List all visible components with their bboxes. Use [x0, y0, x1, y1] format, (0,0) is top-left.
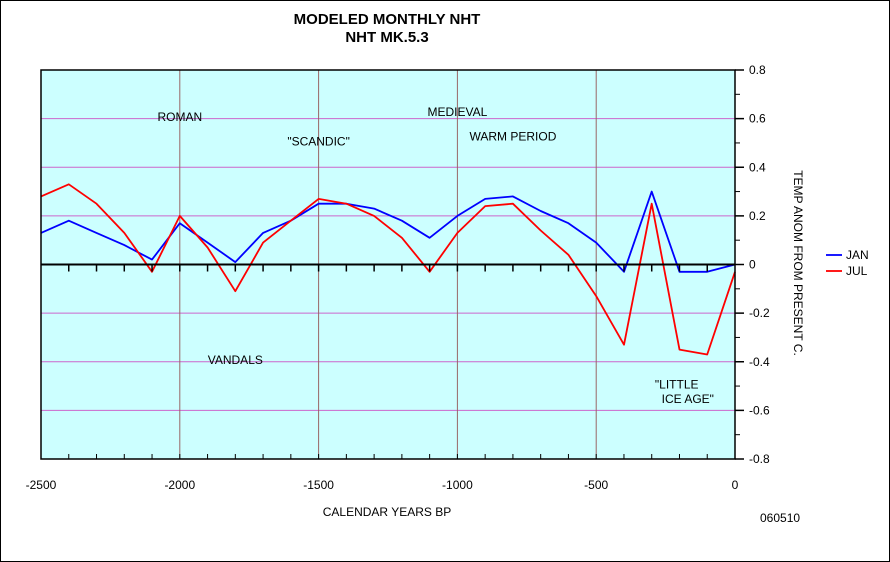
x-tick-label: -500 [584, 478, 608, 492]
x-tick-label: -1500 [303, 478, 334, 492]
x-axis-label: CALENDAR YEARS BP [323, 505, 452, 519]
series-line-jan [40, 190, 736, 273]
y-tick-label: 0.6 [749, 112, 766, 126]
series-line-jul [40, 183, 736, 356]
annotation: MEDIEVAL [428, 105, 488, 119]
legend: JAN JUL [826, 248, 869, 278]
chart-subtitle: NHT MK.5.3 [345, 29, 428, 46]
x-tick-label: -2000 [164, 478, 195, 492]
legend-label-jan: JAN [846, 248, 869, 262]
y-tick-label: 0 [749, 258, 756, 272]
annotations: ROMAN "SCANDIC" MEDIEVAL WARM PERIOD VANDALS… [157, 105, 713, 406]
y-tick-label: -0.4 [749, 355, 770, 369]
annotation: "LITTLE [655, 377, 699, 391]
annotation: ROMAN [157, 110, 202, 124]
annotation: WARM PERIOD [469, 130, 556, 144]
legend-label-jul: JUL [846, 264, 868, 278]
x-tick-label: 0 [732, 478, 739, 492]
footnote: 060510 [760, 511, 800, 525]
y-tick-label: 0.8 [749, 63, 766, 77]
annotation: ICE AGE" [662, 392, 714, 406]
series [40, 183, 736, 356]
x-tick-label: -1000 [442, 478, 473, 492]
y-tick-label: 0.4 [749, 160, 766, 174]
annotation: "SCANDIC" [287, 134, 350, 148]
y-axis-label: TEMP ANOM FROM PRESENT C. [791, 170, 805, 356]
annotation: VANDALS [208, 353, 263, 367]
chart-title: MODELED MONTHLY NHT [294, 11, 481, 28]
y-tick-label: -0.8 [749, 452, 770, 466]
x-tick-label: -2500 [26, 478, 57, 492]
y-tick-label: 0.2 [749, 209, 766, 223]
axes: -2500 -2000 -1500 -1000 -500 0 0.8 0.6 0.4 0.2 0 -0… [26, 63, 770, 492]
y-tick-label: -0.2 [749, 306, 770, 320]
y-tick-label: -0.6 [749, 403, 770, 417]
